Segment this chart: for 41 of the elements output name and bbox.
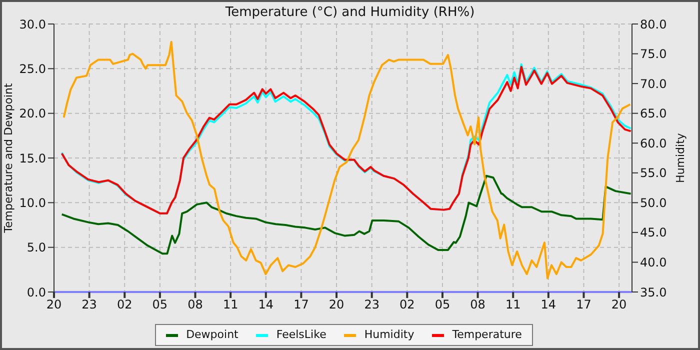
y2-tick-label: 65.0 (640, 106, 667, 121)
x-tick-label: 11 (505, 298, 521, 312)
y-tick-label: 5.0 (26, 240, 46, 255)
y-tick-label: 15.0 (19, 151, 46, 166)
y2-tick-label: 55.0 (640, 166, 667, 180)
y2-axis-title: Humidity (674, 132, 687, 183)
x-tick-label: 17 (294, 298, 309, 312)
x-tick-label: 02 (400, 298, 415, 312)
x-tick-label: 23 (82, 298, 97, 312)
x-tick-label: 23 (364, 298, 380, 312)
x-tick-label: 20 (611, 298, 627, 312)
y-tick-label: 0.0 (26, 285, 46, 300)
x-tick-label: 14 (258, 298, 274, 312)
legend-label: Dewpoint (185, 327, 238, 343)
x-tick-label: 17 (576, 298, 592, 312)
legend-label: Temperature (451, 327, 522, 343)
x-tick-label: 05 (434, 298, 450, 312)
x-tick-label: 02 (116, 298, 132, 312)
y-tick-label: 10.0 (19, 196, 46, 210)
y2-tick-label: 40.0 (640, 255, 667, 270)
x-tick-label: 05 (152, 298, 168, 312)
x-tick-label: 08 (470, 298, 486, 312)
y2-tick-label: 60.0 (640, 136, 667, 150)
y2-tick-label: 50.0 (640, 196, 667, 210)
chart-title: Temperature (°C) and Humidity (RH%) (225, 5, 475, 20)
y2-tick-label: 45.0 (640, 226, 667, 240)
y2-tick-label: 80.0 (640, 17, 667, 32)
y2-tick-label: 35.0 (640, 285, 667, 300)
y2-tick-label: 70.0 (640, 76, 667, 91)
y-tick-label: 25.0 (19, 62, 46, 76)
x-tick-label: 20 (46, 298, 62, 312)
x-tick-label: 20 (328, 298, 344, 312)
x-tick-label: 14 (540, 298, 556, 312)
x-tick-label: 11 (222, 298, 238, 312)
x-tick-label: 08 (188, 298, 203, 312)
legend-label: FeelsLike (275, 327, 326, 343)
y-tick-label: 20.0 (19, 106, 46, 121)
legend-label: Humidity (363, 327, 414, 343)
y-axis-title: Temperature and Dewpoint (2, 82, 15, 234)
y2-tick-label: 75.0 (640, 47, 667, 62)
y-tick-label: 30.0 (19, 17, 46, 32)
